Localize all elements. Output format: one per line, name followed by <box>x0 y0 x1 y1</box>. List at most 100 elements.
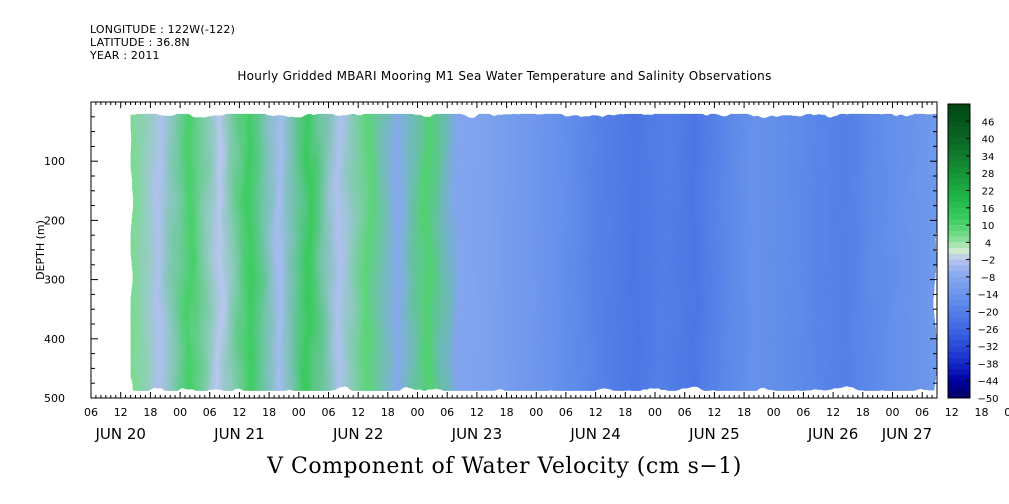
colorbar-swatch <box>948 150 970 157</box>
colorbar-swatch <box>948 294 970 301</box>
heatmap-field <box>130 113 938 391</box>
colorbar-swatch <box>948 363 970 370</box>
x-tick-label: 00 <box>1004 406 1009 419</box>
colorbar-swatch <box>948 138 970 145</box>
colorbar-label: −50 <box>977 394 998 405</box>
x-tick-label: 18 <box>856 406 870 419</box>
x-tick-label: 18 <box>618 406 632 419</box>
colorbar-label: −14 <box>977 290 998 301</box>
colorbar-swatch <box>948 323 970 330</box>
colorbar-swatch <box>948 374 970 381</box>
colorbar-swatch <box>948 369 970 376</box>
longitude-label: LONGITUDE : 122W(-122) <box>90 23 236 36</box>
x-tick-label: 12 <box>707 406 721 419</box>
colorbar-swatch <box>948 173 970 180</box>
colorbar-swatch <box>948 167 970 174</box>
x-tick-label: 00 <box>648 406 662 419</box>
x-tick-label: 00 <box>292 406 306 419</box>
colorbar-swatch <box>948 115 970 122</box>
x-tick-label: 06 <box>203 406 217 419</box>
colorbar-swatch <box>948 305 970 312</box>
x-tick-label: 18 <box>381 406 395 419</box>
colorbar-swatch <box>948 184 970 191</box>
x-day-label: JUN 23 <box>451 425 502 443</box>
latitude-label: LATITUDE : 36.8N <box>90 36 190 49</box>
x-tick-label: 06 <box>796 406 810 419</box>
colorbar-swatch <box>948 334 970 341</box>
colorbar-frame <box>947 103 971 399</box>
colorbar-swatch <box>948 317 970 324</box>
colorbar-swatch <box>948 190 970 197</box>
x-day-label: JUN 21 <box>213 425 264 443</box>
colorbar-swatch <box>948 340 970 347</box>
colorbar-swatch <box>948 300 970 307</box>
x-tick-label: 12 <box>589 406 603 419</box>
colorbar-swatch <box>948 351 970 358</box>
x-tick-label: 12 <box>114 406 128 419</box>
colorbar-label: 16 <box>982 204 995 215</box>
year-label: YEAR : 2011 <box>90 49 160 62</box>
colorbar-swatch <box>948 230 970 237</box>
y-tick-label: 400 <box>44 333 65 346</box>
colorbar-label: 10 <box>982 221 995 232</box>
x-tick-label: 00 <box>173 406 187 419</box>
y-axis-title: DEPTH (m) <box>34 220 47 280</box>
heatmap-cells <box>130 113 938 391</box>
colorbar-swatch <box>948 236 970 243</box>
colorbar-swatch <box>948 328 970 335</box>
y-tick-label: 300 <box>44 274 65 287</box>
x-day-label: JUN 22 <box>332 425 383 443</box>
colorbar-swatch <box>948 207 970 214</box>
colorbar-label: 28 <box>982 169 995 180</box>
x-tick-label: 12 <box>351 406 365 419</box>
x-tick-label: 18 <box>143 406 157 419</box>
colorbar-swatch <box>948 121 970 128</box>
colorbar-swatch <box>948 259 970 266</box>
colorbar-label: −8 <box>981 273 996 284</box>
colorbar-label: 22 <box>982 187 995 198</box>
colorbar-swatch <box>948 346 970 353</box>
colorbar-label: −44 <box>977 377 998 388</box>
colorbar-swatch <box>948 392 970 399</box>
colorbar-swatch <box>948 248 970 255</box>
x-tick-label: 06 <box>678 406 692 419</box>
colorbar-swatch <box>948 109 970 116</box>
colorbar-swatch <box>948 242 970 249</box>
x-day-label: JUN 25 <box>688 425 739 443</box>
x-day-label: JUN 27 <box>881 425 932 443</box>
colorbar-label: −20 <box>977 308 998 319</box>
x-tick-label: 12 <box>232 406 246 419</box>
x-tick-label: 12 <box>945 406 959 419</box>
colorbar-swatch <box>948 276 970 283</box>
chart-title: Hourly Gridded MBARI Mooring M1 Sea Wate… <box>237 69 772 83</box>
x-tick-label: 00 <box>529 406 543 419</box>
x-tick-label: 06 <box>84 406 98 419</box>
colorbar-label: 46 <box>982 117 995 128</box>
colorbar-label: −38 <box>977 359 998 370</box>
colorbar-swatch <box>948 253 970 260</box>
colorbar-swatch <box>948 225 970 232</box>
y-tick-label: 100 <box>44 155 65 168</box>
colorbar-swatch <box>948 380 970 387</box>
colorbar-swatch <box>948 104 970 111</box>
colorbar-swatch <box>948 155 970 162</box>
colorbar-swatch <box>948 219 970 226</box>
colorbar-swatch <box>948 213 970 220</box>
colorbar-swatch <box>948 357 970 364</box>
colorbar-swatch <box>948 196 970 203</box>
x-tick-label: 18 <box>737 406 751 419</box>
colorbar-swatch <box>948 144 970 151</box>
colorbar-swatch <box>948 386 970 393</box>
colorbar-swatch <box>948 202 970 209</box>
x-day-label: JUN 24 <box>569 425 620 443</box>
colorbar-swatch <box>948 161 970 168</box>
x-tick-label: 06 <box>322 406 336 419</box>
x-tick-label: 18 <box>500 406 514 419</box>
x-tick-label: 00 <box>767 406 781 419</box>
x-tick-label: 06 <box>440 406 454 419</box>
colorbar-swatch <box>948 132 970 139</box>
colorbar-label: 4 <box>985 238 991 249</box>
x-tick-label: 06 <box>559 406 573 419</box>
x-tick-label: 18 <box>975 406 989 419</box>
